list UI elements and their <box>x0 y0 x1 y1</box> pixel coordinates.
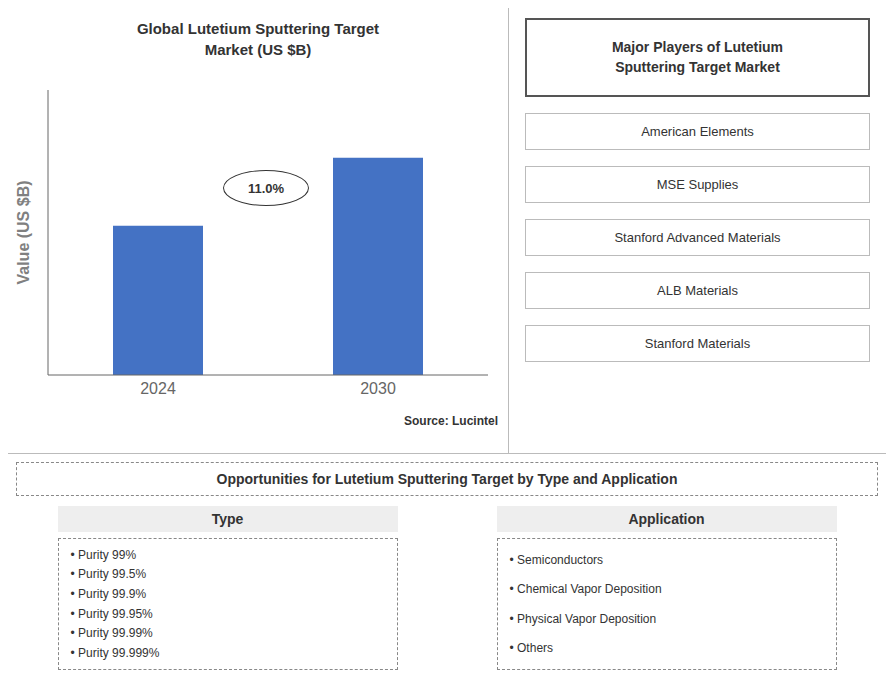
html-text:• Purity 99.95%: • Purity 99.95% <box>70 606 153 621</box>
html-text:• Physical Vapor Deposition: • Physical Vapor Deposition <box>509 611 657 626</box>
html-text:• Purity 99.9%: • Purity 99.9% <box>70 587 147 602</box>
html-text:11.0%: 11.0% <box>247 180 285 196</box>
html-text:American Elements: American Elements <box>641 124 754 140</box>
html-text:Type: Type <box>211 511 244 527</box>
html-text:Stanford Advanced Materials: Stanford Advanced Materials <box>614 230 781 246</box>
html-text:MSE Supplies: MSE Supplies <box>656 177 739 193</box>
svg-text:Value (US $B): Value (US $B) <box>15 180 32 284</box>
html-text:• Purity 99.999%: • Purity 99.999% <box>70 646 160 661</box>
html-text:• Chemical Vapor Deposition: • Chemical Vapor Deposition <box>509 582 662 597</box>
html-text:Opportunities for Lutetium Spu: Opportunities for Lutetium Sputtering Ta… <box>216 471 678 487</box>
svg-text:2030: 2030 <box>360 380 396 397</box>
html-text:ALB Materials: ALB Materials <box>657 283 738 299</box>
svg-text:2024: 2024 <box>140 380 176 397</box>
html-text:• Purity 99.5%: • Purity 99.5% <box>70 567 147 582</box>
html-text:• Purity 99.99%: • Purity 99.99% <box>70 626 153 641</box>
html-text:Major Players of Lutetium Sput: Major Players of Lutetium Sputtering Tar… <box>611 39 784 75</box>
html-text:Global Lutetium Sputtering Tar: Global Lutetium Sputtering Target Market… <box>136 20 380 58</box>
html-text:• Semiconductors: • Semiconductors <box>509 552 604 567</box>
html-text:• Purity 99%: • Purity 99% <box>70 547 137 562</box>
html-text:Stanford Materials: Stanford Materials <box>644 336 751 352</box>
html-text:Application: Application <box>628 511 705 527</box>
html-text:Source: Lucintel: Source: Lucintel <box>404 414 498 428</box>
html-text:• Others: • Others <box>509 641 553 656</box>
